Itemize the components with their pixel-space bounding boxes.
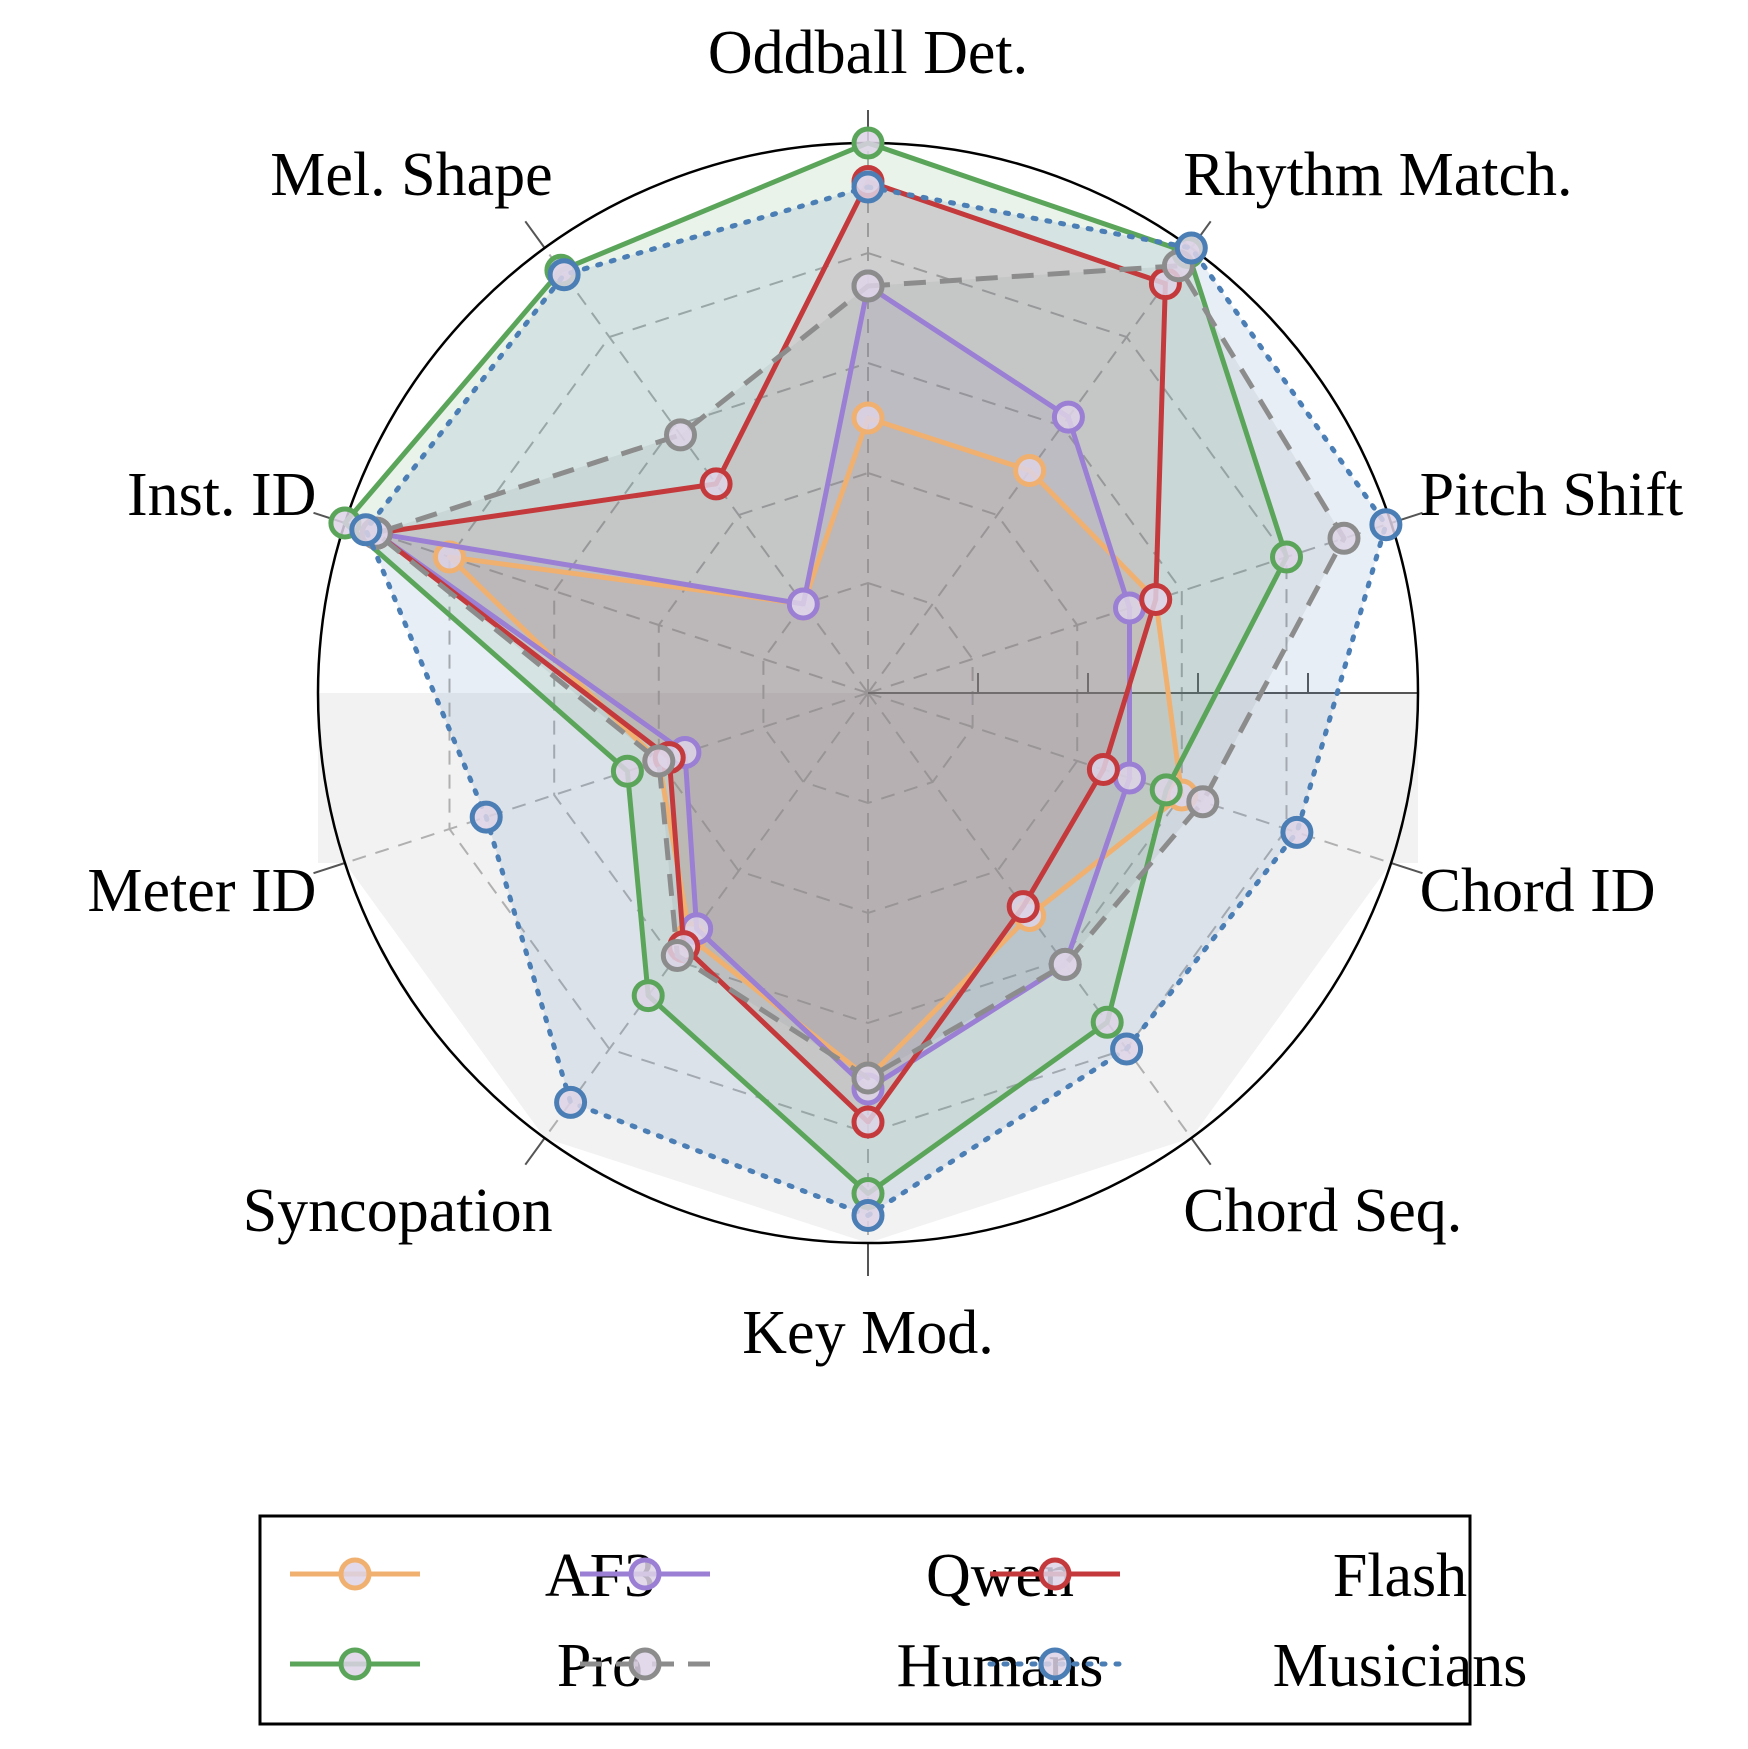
axis-label-chord-seq: Chord Seq. — [1183, 1177, 1462, 1245]
marker-pro-pitch-shift — [1270, 540, 1303, 574]
marker-musicians-inst-id — [349, 513, 383, 547]
axis-label-inst-id: Inst. ID — [127, 461, 316, 529]
grid-ring-4 — [448, 251, 1288, 1135]
marker-humans-chord-id — [1186, 785, 1220, 819]
marker-pro-oddball-det — [851, 126, 885, 160]
marker-musicians-rhythm-match — [1174, 231, 1208, 265]
chart-series — [328, 126, 1403, 1232]
marker-qwen-mel-shape — [786, 587, 820, 621]
marker-humans-meter-id — [642, 744, 676, 778]
chart-axis-labels: Oddball Det. Rhythm Match. Pitch Shift Chor… — [87, 19, 1683, 1367]
marker-humans-mel-shape — [664, 418, 697, 452]
tick-chord-seq — [1190, 1137, 1212, 1166]
legend-label-musicians: Musicians — [1273, 1632, 1528, 1700]
legend-marker-af3 — [338, 1557, 372, 1591]
marker-musicians-chord-id — [1280, 815, 1314, 849]
marker-musicians-chord-seq — [1110, 1032, 1144, 1066]
axis-label-chord-id: Chord ID — [1420, 857, 1656, 925]
axis-label-pitch-shift: Pitch Shift — [1420, 461, 1684, 529]
marker-flash-chord-id — [1086, 753, 1120, 786]
marker-musicians-meter-id — [469, 800, 503, 834]
marker-qwen-rhythm-match — [1051, 400, 1085, 434]
tick-syncopation — [524, 1137, 546, 1166]
axis-label-oddball-det: Oddball Det. — [708, 19, 1028, 87]
marker-musicians-oddball-det — [851, 170, 885, 204]
legend-label-humans: Humans — [897, 1632, 1104, 1700]
marker-musicians-pitch-shift — [1369, 508, 1403, 542]
marker-humans-key-mod — [851, 1061, 885, 1095]
legend-marker-flash — [1038, 1557, 1072, 1591]
marker-flash-mel-shape — [699, 467, 733, 501]
legend-box — [258, 1514, 1472, 1726]
grid-ring-3 — [553, 361, 1183, 1025]
tick-meter-id — [313, 862, 346, 875]
legend-marker-pro — [338, 1647, 372, 1681]
marker-pro-syncopation — [631, 979, 665, 1013]
marker-pro-chord-id — [1149, 773, 1183, 807]
axis-label-key-mod: Key Mod. — [742, 1299, 993, 1367]
marker-musicians-syncopation — [554, 1085, 588, 1119]
legend-marker-qwen — [628, 1557, 662, 1591]
legend-marker-humans — [628, 1647, 662, 1681]
marker-flash-key-mod — [851, 1105, 885, 1139]
spoke-inst-id — [344, 522, 869, 694]
series-fill-musicians — [365, 187, 1386, 1216]
axis-label-syncopation: Syncopation — [243, 1177, 553, 1245]
marker-pro-chord-seq — [1090, 1005, 1124, 1039]
marker-flash-pitch-shift — [1139, 583, 1173, 616]
series-fill-qwen — [376, 286, 1130, 1089]
marker-musicians-key-mod — [851, 1199, 885, 1232]
axis-label-meter-id: Meter ID — [87, 857, 316, 925]
axis-label-mel-shape: Mel. Shape — [270, 141, 552, 209]
marker-humans-pitch-shift — [1327, 521, 1361, 555]
legend-marker-musicians — [1038, 1647, 1072, 1681]
marker-pro-meter-id — [610, 754, 644, 788]
marker-humans-chord-seq — [1048, 947, 1082, 981]
tick-chord-id — [1390, 862, 1423, 875]
series-fill-flash — [376, 181, 1166, 1122]
marker-humans-syncopation — [660, 939, 694, 972]
marker-musicians-mel-shape — [547, 258, 581, 292]
spoke-mel-shape — [543, 247, 869, 694]
marker-af3-oddball-det — [851, 401, 885, 435]
marker-humans-oddball-det — [851, 269, 885, 303]
spoke-meter-id — [344, 692, 869, 864]
marker-flash-chord-seq — [1006, 890, 1040, 924]
tick-mel-shape — [524, 220, 546, 249]
marker-af3-rhythm-match — [1013, 454, 1047, 487]
series-fill-humans — [376, 265, 1344, 1078]
legend-label-flash: Flash — [1333, 1542, 1467, 1610]
axis-label-rhythm-match: Rhythm Match. — [1183, 141, 1572, 209]
